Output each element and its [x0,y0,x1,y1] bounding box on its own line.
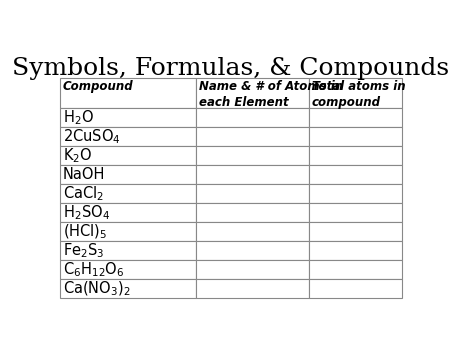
Bar [309,279,401,298]
Text: H$_2$O: H$_2$O [63,108,94,127]
Text: Compound: Compound [63,80,133,93]
Bar [60,108,197,127]
Bar [60,222,197,241]
Bar [309,241,401,260]
Bar [197,108,309,127]
Bar [197,127,309,146]
Bar [197,184,309,203]
Bar [309,260,401,279]
Bar [197,165,309,184]
Bar [197,78,309,108]
Bar [197,222,309,241]
Bar [197,146,309,165]
Bar [309,127,401,146]
Text: NaOH: NaOH [63,167,105,182]
Bar [60,146,197,165]
Bar [60,279,197,298]
Bar [60,241,197,260]
Bar [60,260,197,279]
Bar [197,279,309,298]
Bar [60,127,197,146]
Text: H$_2$SO$_4$: H$_2$SO$_4$ [63,203,109,222]
Bar [309,165,401,184]
Text: (HCl)$_5$: (HCl)$_5$ [63,222,107,241]
Bar [60,165,197,184]
Text: Ca(NO$_3$)$_2$: Ca(NO$_3$)$_2$ [63,280,130,298]
Bar [309,146,401,165]
Text: Name & # of Atoms in
each Element: Name & # of Atoms in each Element [199,80,343,109]
Bar [309,78,401,108]
Bar [309,184,401,203]
Text: C$_6$H$_{12}$O$_6$: C$_6$H$_{12}$O$_6$ [63,260,124,279]
Text: CaCl$_2$: CaCl$_2$ [63,184,104,203]
Bar [309,222,401,241]
Text: Fe$_2$S$_3$: Fe$_2$S$_3$ [63,241,104,260]
Bar [197,203,309,222]
Text: K$_2$O: K$_2$O [63,146,92,165]
Bar [60,184,197,203]
Bar [197,260,309,279]
Text: Symbols, Formulas, & Compounds: Symbols, Formulas, & Compounds [12,57,449,80]
Bar [309,203,401,222]
Bar [60,203,197,222]
Bar [60,78,197,108]
Text: 2CuSO$_4$: 2CuSO$_4$ [63,127,120,146]
Bar [309,108,401,127]
Bar [197,241,309,260]
Text: Total atoms in
compound: Total atoms in compound [312,80,405,109]
